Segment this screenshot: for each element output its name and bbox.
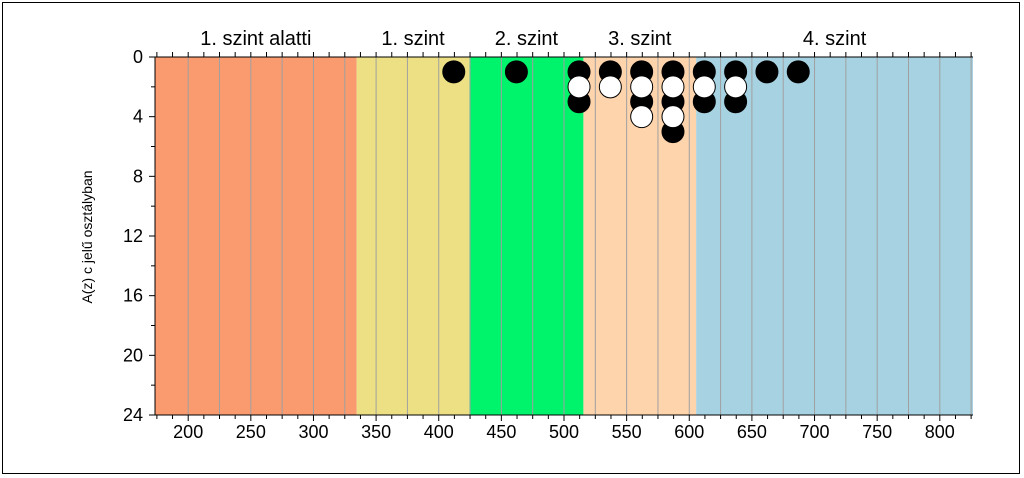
level-band-3 (469, 57, 584, 415)
x-tick-label: 600 (674, 422, 704, 442)
y-axis-label: A(z) c jelű osztályban (79, 170, 95, 303)
y-tick-label: 8 (133, 166, 143, 186)
level-label-2: 1. szint (381, 28, 445, 50)
level-label-1: 1. szint alatti (200, 28, 311, 50)
y-tick-label: 20 (123, 345, 143, 365)
black-point (786, 60, 810, 84)
x-tick-label: 300 (298, 422, 328, 442)
x-tick-label: 200 (173, 422, 203, 442)
x-tick-label: 550 (612, 422, 642, 442)
white-point (661, 105, 685, 129)
x-tick-label: 450 (486, 422, 516, 442)
x-axis-ticks: 200 250 300 350 400 450 500 550 600 650 700 750 800 (156, 415, 972, 442)
black-point (442, 60, 466, 84)
x-tick-label: 700 (800, 422, 830, 442)
level-band-5 (696, 57, 973, 415)
y-tick-label: 0 (133, 47, 143, 67)
x-tick-label: 650 (737, 422, 767, 442)
grid-lines (187, 57, 972, 415)
white-point (630, 105, 654, 129)
y-tick-label: 12 (123, 226, 143, 246)
y-axis-ticks: 0 4 8 12 16 20 24 (123, 47, 155, 425)
level-band-1 (155, 57, 357, 415)
white-point (630, 75, 654, 99)
level-label-5: 4. szint (803, 28, 867, 50)
x-tick-label: 250 (236, 422, 266, 442)
black-point (504, 60, 528, 84)
y-tick-label: 16 (123, 286, 143, 306)
white-point (692, 75, 716, 99)
white-point (724, 75, 748, 99)
level-label-4: 3. szint (608, 28, 672, 50)
x-tick-label: 500 (549, 422, 579, 442)
level-label-3: 2. szint (495, 28, 559, 50)
y-tick-label: 4 (133, 107, 143, 127)
x-tick-label: 750 (862, 422, 892, 442)
black-point (755, 60, 779, 84)
white-point (661, 75, 685, 99)
x-tick-label: 350 (361, 422, 391, 442)
x-tick-label: 400 (424, 422, 454, 442)
level-labels: 1. szint alatti 1. szint 2. szint 3. szint 4… (200, 28, 866, 50)
y-tick-label: 24 (123, 405, 143, 425)
level-band-2 (356, 57, 470, 415)
data-points (442, 60, 810, 144)
white-point (598, 75, 622, 99)
x-tick-label: 800 (925, 422, 955, 442)
white-point (567, 75, 591, 99)
